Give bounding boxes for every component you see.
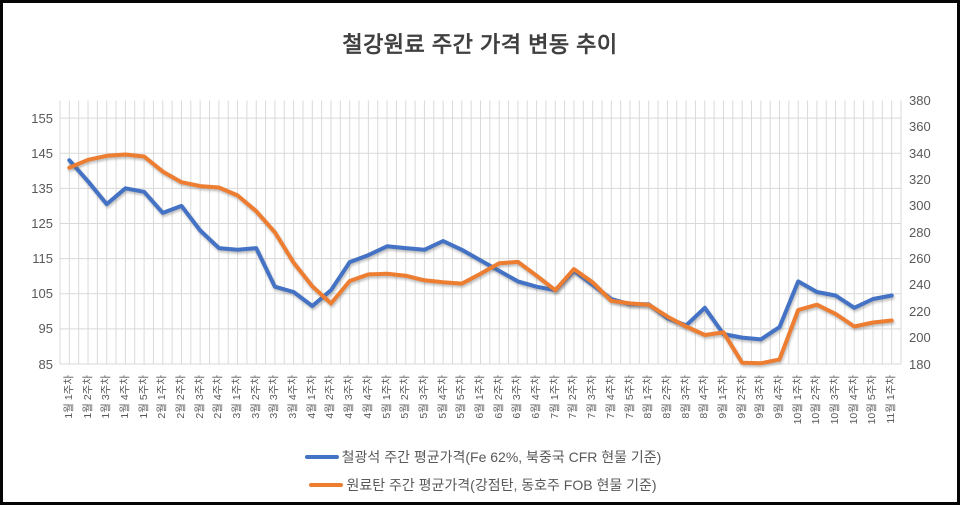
right-axis-tick-label: 320 — [909, 172, 931, 188]
category-tick-label: 10월 2주차 — [810, 375, 823, 425]
right-axis-tick-label: 280 — [909, 224, 931, 240]
chart-title: 철강원료 주간 가격 변동 추이 — [342, 32, 618, 57]
legend-swatch-coking-coal — [309, 482, 344, 488]
category-tick-label: 8월 3주차 — [679, 375, 692, 419]
legend-item-coking-coal: 원료탄 주간 평균가격(강점탄, 동호주 FOB 현물 기준) — [3, 474, 960, 496]
left-axis-tick-label: 115 — [32, 251, 53, 267]
category-tick-label: 4월 4주차 — [361, 375, 374, 419]
category-tick-label: 9월 1주차 — [716, 375, 729, 419]
right-axis-tick-label: 300 — [909, 198, 931, 214]
category-tick-label: 2월 3주차 — [193, 375, 206, 419]
category-tick-label: 7월 5주차 — [623, 375, 636, 419]
iron-ore-series-line — [67, 158, 894, 342]
category-tick-label: 8월 2주차 — [660, 375, 673, 419]
right-axis-tick-label: 220 — [909, 303, 931, 319]
category-tick-label: 3월 2주차 — [249, 375, 262, 419]
category-tick-label: 6월 4주차 — [530, 375, 543, 419]
category-tick-label: 7월 4주차 — [604, 375, 617, 419]
left-axis-tick-label: 155 — [31, 110, 53, 126]
left-axis-tick-label: 125 — [31, 215, 53, 231]
category-tick-label: 5월 1주차 — [380, 375, 393, 419]
legend-swatch-iron-ore — [304, 454, 339, 460]
left-axis-tick-label: 95 — [38, 321, 53, 337]
category-tick-label: 2월 2주차 — [174, 375, 187, 419]
category-tick-label: 9월 4주차 — [773, 375, 786, 419]
category-tick-label: 4월 1주차 — [305, 375, 318, 419]
coking-coal-series-line — [67, 152, 894, 366]
category-tick-label: 1월 3주차 — [100, 375, 113, 419]
category-tick-label: 10월 4주차 — [847, 375, 860, 425]
category-tick-label: 7월 1주차 — [548, 375, 561, 419]
category-tick-label: 5월 3주차 — [417, 375, 430, 419]
category-tick-label: 1월 4주차 — [118, 375, 131, 419]
category-tick-label: 5월 2주차 — [399, 375, 412, 419]
category-tick-label: 10월 5주차 — [866, 375, 879, 425]
left-axis-tick-label: 135 — [31, 180, 53, 196]
chart-plot-area — [59, 100, 902, 366]
category-tick-label: 3월 3주차 — [268, 375, 281, 419]
category-tick-label: 6월 1주차 — [474, 375, 486, 419]
category-tick-label: 7월 2주차 — [567, 375, 580, 419]
category-tick-label: 3월 1주차 — [231, 375, 244, 419]
left-axis-tick-label: 105 — [31, 286, 53, 302]
category-tick-label: 2월 1주차 — [156, 375, 169, 419]
category-tick-label: 6월 2주차 — [492, 375, 505, 419]
gridlines — [59, 100, 902, 365]
category-tick-label: 2월 4주차 — [212, 375, 225, 419]
category-tick-label: 9월 2주차 — [735, 375, 748, 419]
legend-label-coking-coal: 원료탄 주간 평균가격(강점탄, 동호주 FOB 현물 기준) — [346, 477, 657, 493]
category-tick-label: 10월 3주차 — [829, 375, 842, 425]
category-tick-label: 1월 5주차 — [137, 375, 150, 419]
category-tick-label: 8월 1주차 — [642, 375, 655, 419]
right-axis-tick-label: 180 — [909, 356, 931, 372]
legend-item-iron-ore: 철광석 주간 평균가격(Fe 62%, 북중국 CFR 현물 기준) — [3, 446, 960, 468]
category-tick-label: 6월 3주차 — [511, 375, 524, 419]
category-tick-label: 1월 1주차 — [62, 375, 75, 419]
right-axis-tick-label: 200 — [909, 330, 931, 346]
left-axis-tick-label: 145 — [31, 145, 53, 161]
left-axis-tick-label: 85 — [38, 356, 53, 372]
right-axis-tick-label: 240 — [909, 277, 931, 293]
right-axis-tick-label: 380 — [909, 93, 931, 108]
category-tick-label: 10월 1주차 — [791, 375, 804, 425]
category-tick-label: 1월 2주차 — [81, 375, 94, 419]
legend-label-iron-ore: 철광석 주간 평균가격(Fe 62%, 북중국 CFR 현물 기준) — [341, 449, 662, 465]
category-tick-label: 3월 4주차 — [287, 375, 300, 419]
category-tick-label: 8월 4주차 — [698, 375, 711, 419]
category-tick-label: 11월 1주차 — [885, 375, 898, 424]
category-tick-label: 9월 3주차 — [754, 375, 767, 419]
category-tick-label: 5월 5주차 — [455, 375, 468, 419]
right-axis-tick-label: 360 — [909, 119, 931, 135]
right-axis-tick-label: 260 — [909, 251, 931, 267]
right-axis-tick-label: 340 — [909, 145, 931, 161]
category-tick-label: 7월 3주차 — [586, 375, 599, 419]
category-tick-label: 4월 3주차 — [343, 375, 356, 419]
category-tick-label: 5월 4주차 — [436, 375, 449, 419]
category-tick-label: 4월 2주차 — [324, 375, 337, 419]
